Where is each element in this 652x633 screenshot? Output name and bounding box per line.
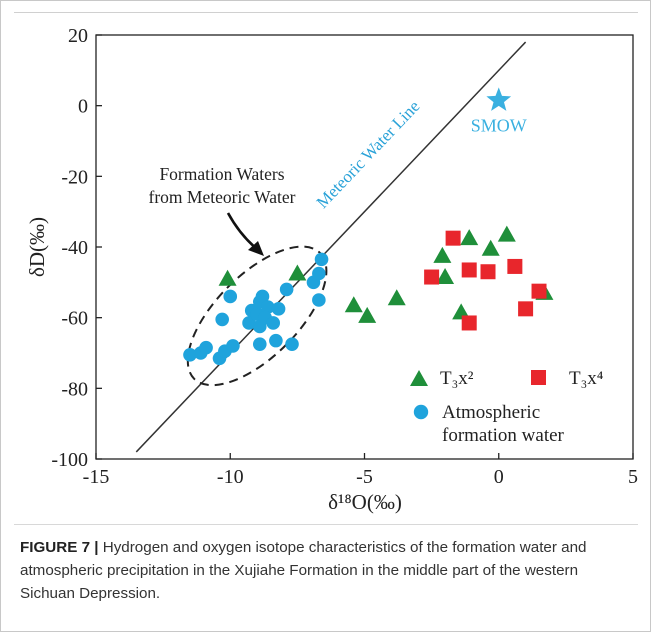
atmospheric-water-point — [314, 252, 329, 267]
atmospheric-water-point — [223, 289, 238, 304]
y-tick-label: -20 — [61, 166, 88, 188]
t3x4-point — [461, 262, 477, 278]
y-tick-label: -80 — [61, 378, 88, 400]
atmospheric-water-point — [226, 339, 240, 353]
figure-caption-label: FIGURE 7 | — [20, 539, 99, 556]
figure-caption: FIGURE 7 | Hydrogen and oxygen isotope c… — [20, 536, 635, 605]
atmospheric-water-point — [312, 266, 326, 281]
t3x2-point — [218, 269, 237, 286]
formation-annotation-line2: from Meteoric Water — [149, 187, 296, 207]
atmospheric-water-point — [266, 316, 281, 330]
x-tick-label: -15 — [83, 466, 110, 488]
figure-top-rule — [14, 12, 638, 13]
x-axis-label: δ¹⁸O(‰) — [328, 490, 402, 514]
legend-atmospheric-marker — [413, 404, 429, 420]
x-tick-label: 5 — [628, 466, 638, 488]
t3x4-point — [507, 258, 523, 274]
plot-area-frame — [95, 34, 634, 460]
y-tick-label: 20 — [68, 25, 88, 47]
x-tick-label: -5 — [356, 466, 373, 488]
atmospheric-water-point — [242, 316, 256, 330]
y-tick-label: 0 — [78, 96, 88, 118]
y-tick-label: -100 — [51, 449, 88, 471]
atmospheric-water-point — [255, 289, 270, 304]
t3x2-point — [433, 246, 452, 263]
t3x2-point — [481, 239, 500, 256]
t3x4-point — [518, 301, 534, 317]
t3x4-point — [461, 315, 477, 331]
caption-rule — [14, 524, 638, 525]
formation-annotation-line1: Formation Waters — [159, 164, 284, 184]
meteoric-water-line-group — [135, 41, 527, 453]
t3x4-point — [531, 283, 547, 299]
figure-caption-text: Hydrogen and oxygen isotope characterist… — [20, 539, 587, 602]
legend-t3x2-label: T₃x² — [440, 368, 474, 389]
y-tick-label: -40 — [61, 237, 88, 259]
y-axis-label: δD(‰) — [25, 217, 49, 277]
data-points — [183, 87, 554, 366]
legend-t3x2-marker — [410, 370, 428, 386]
smow-star-icon — [486, 87, 512, 111]
t3x4-point — [480, 264, 496, 280]
atmospheric-water-point — [215, 312, 229, 327]
x-tick-label: 0 — [494, 466, 504, 488]
atmospheric-water-point — [285, 337, 299, 351]
atmospheric-water-point — [279, 282, 294, 297]
t3x4-point — [424, 269, 440, 285]
atmospheric-water-point — [269, 333, 283, 348]
t3x2-point — [387, 289, 406, 306]
smow-label: SMOW — [471, 115, 527, 135]
t3x2-point — [288, 264, 307, 281]
legend-atmospheric-label-line2: formation water — [442, 425, 565, 446]
t3x2-point — [358, 306, 377, 323]
x-tick-label: -10 — [217, 466, 244, 488]
atmospheric-water-point — [312, 293, 326, 307]
legend: T₃x² T₃x⁴ Atmospheric formation water — [410, 368, 604, 446]
t3x4-point — [445, 230, 461, 246]
t3x2-point — [436, 268, 455, 285]
legend-atmospheric-label-line1: Atmospheric — [442, 402, 540, 423]
atmospheric-water-point — [183, 347, 197, 362]
y-axis-ticks: 20 0 -20 -40 -60 -80 -100 — [51, 25, 102, 471]
t3x2-point — [452, 303, 471, 320]
atmospheric-water-point — [261, 300, 275, 314]
meteoric-water-line — [135, 41, 527, 453]
x-axis-ticks: -15 -10 -5 0 5 — [83, 453, 638, 488]
legend-t3x4-label: T₃x⁴ — [569, 368, 604, 389]
isotope-scatter-chart: 20 0 -20 -40 -60 -80 -100 -15 -10 -5 0 5 δD(‰) δ¹⁸… — [25, 25, 638, 514]
t3x2-point — [460, 229, 479, 246]
atmospheric-water-point — [271, 302, 286, 316]
t3x2-point — [344, 296, 363, 313]
atmospheric-water-point — [252, 337, 267, 351]
t3x2-point — [497, 225, 516, 242]
legend-t3x4-marker — [531, 370, 546, 385]
formation-annotation-arrow — [226, 212, 264, 256]
y-tick-label: -60 — [61, 308, 88, 330]
atmospheric-water-point — [199, 340, 213, 355]
meteoric-water-line-label: Meteoric Water Line — [313, 97, 424, 212]
